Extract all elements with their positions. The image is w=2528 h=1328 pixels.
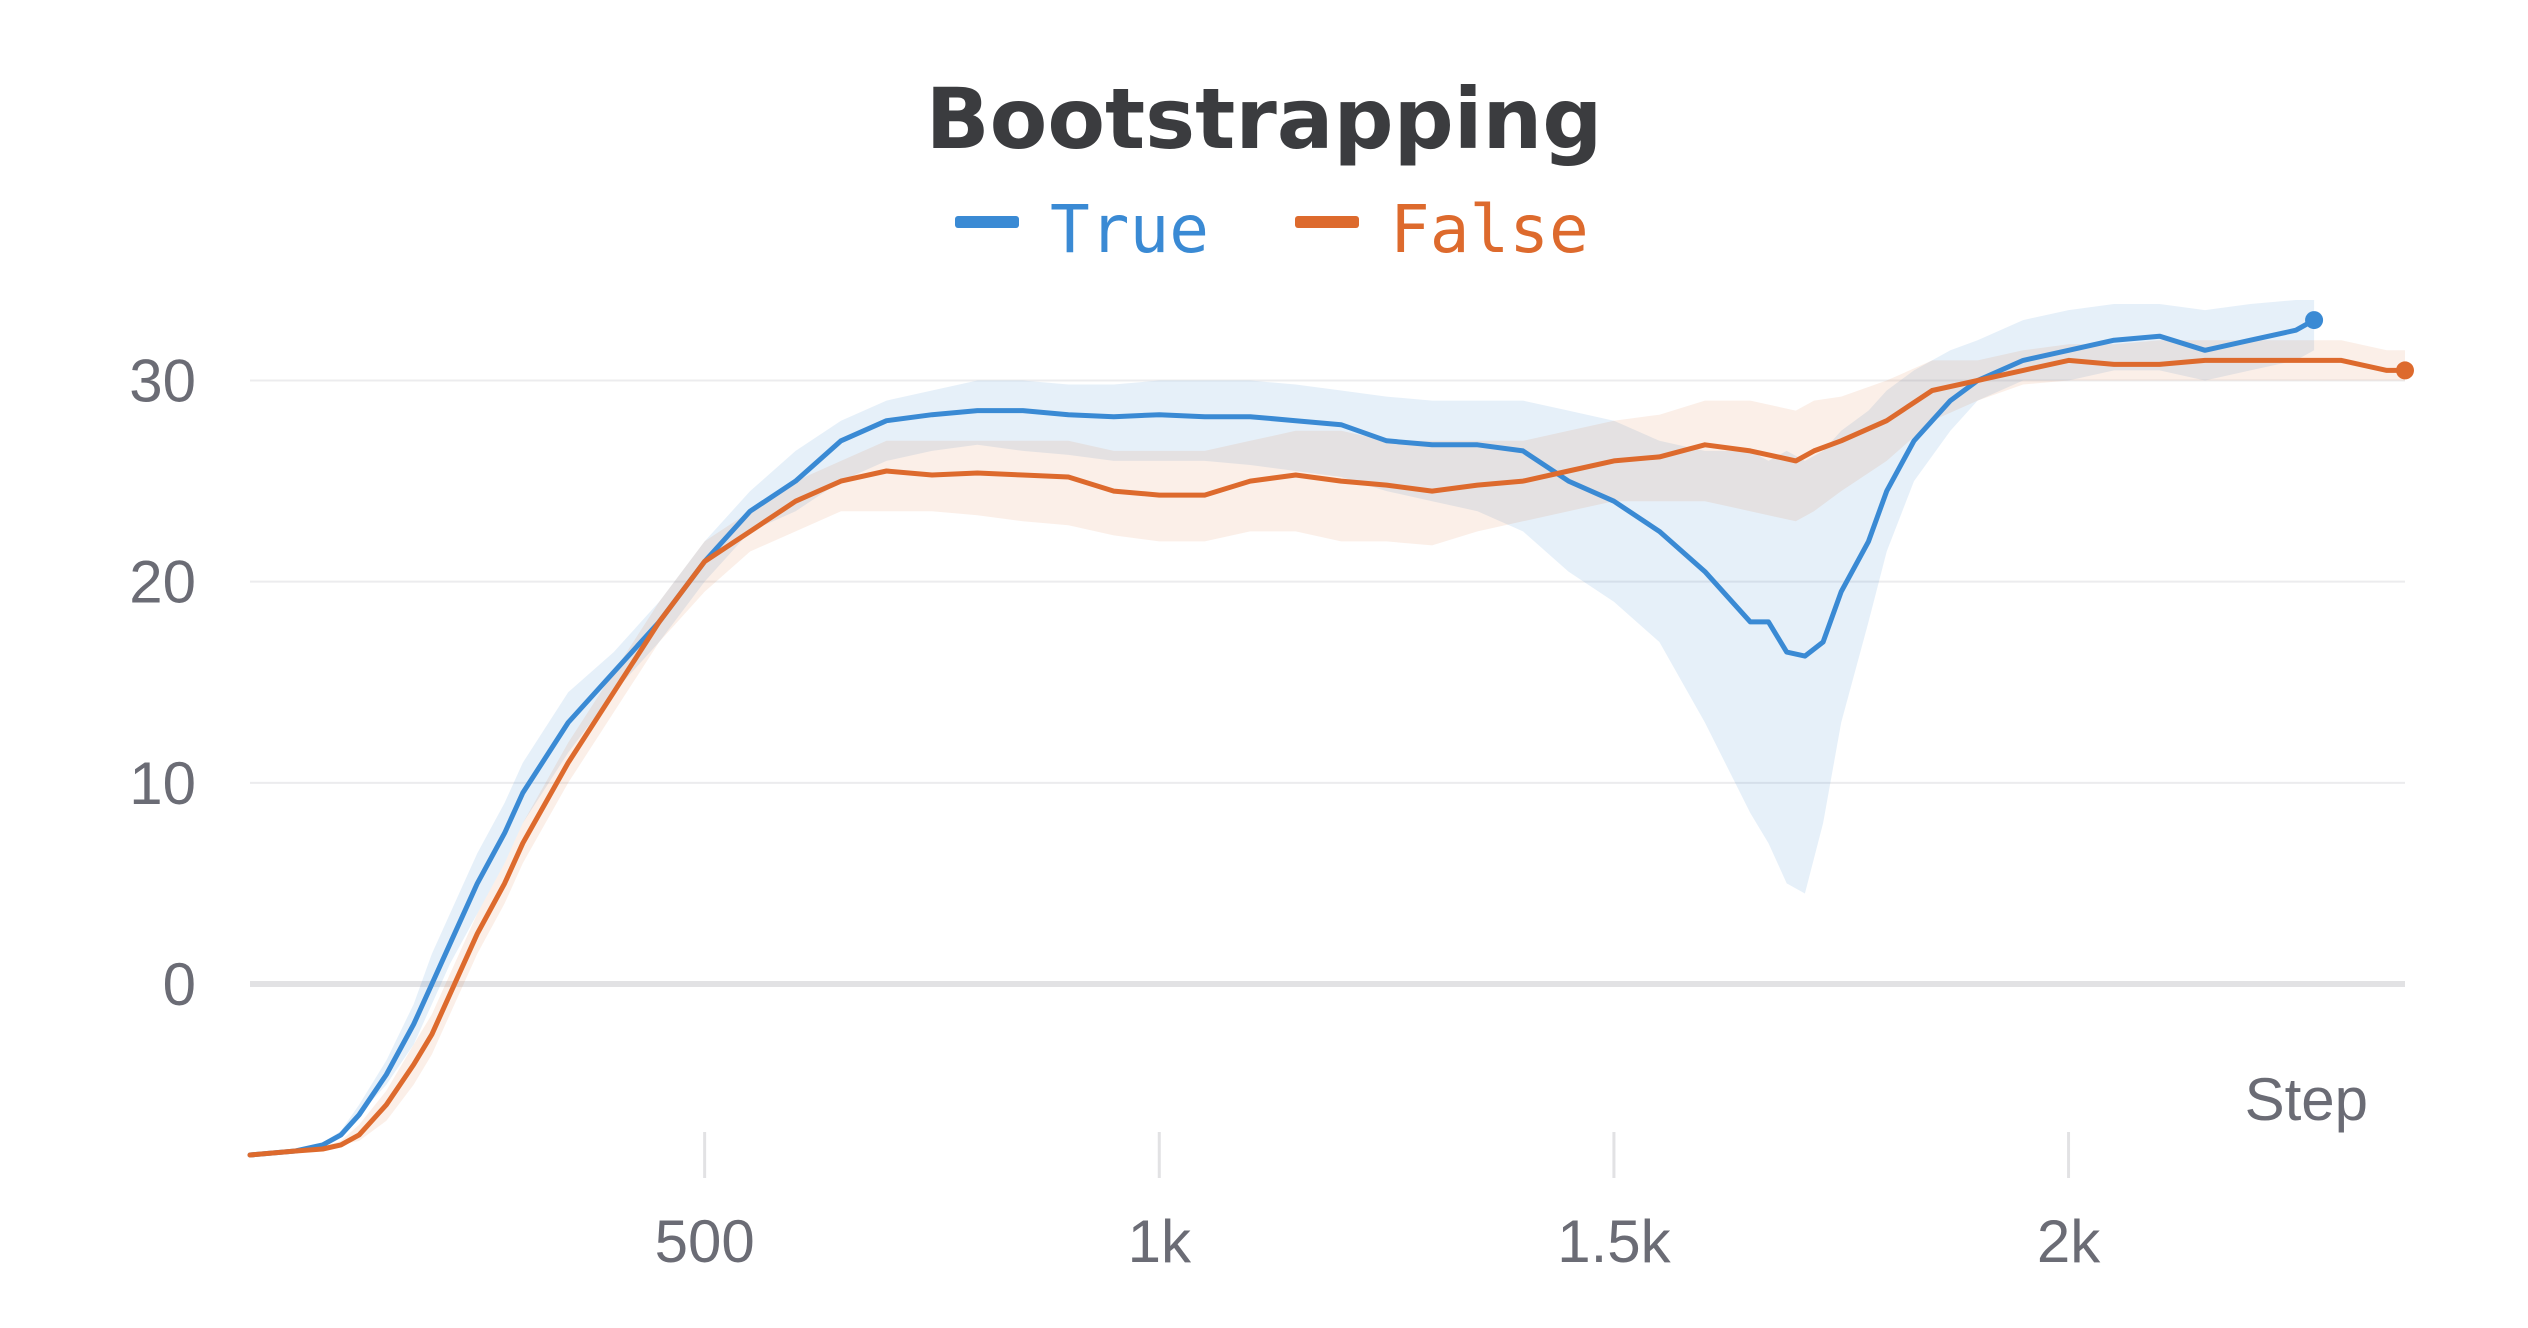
x-tick-label-1: 1k bbox=[1128, 1208, 1192, 1275]
x-tick-label-0: 500 bbox=[655, 1208, 755, 1275]
legend-swatch-false bbox=[1295, 216, 1359, 228]
legend-item-false[interactable]: False bbox=[1295, 191, 1589, 268]
chart-title: Bootstrapping bbox=[926, 70, 1603, 168]
y-tick-label-0: 0 bbox=[163, 951, 196, 1018]
series-endpoints bbox=[2305, 311, 2414, 380]
confidence-bands bbox=[250, 300, 2405, 1155]
legend-item-true[interactable]: True bbox=[955, 191, 1209, 268]
legend-label-false: False bbox=[1390, 191, 1589, 268]
x-axis-label: Step bbox=[2245, 1066, 2368, 1133]
x-tick-label-3: 2k bbox=[2037, 1208, 2101, 1275]
legend-label-true: True bbox=[1050, 191, 1209, 268]
line-false[interactable] bbox=[247, 357, 2408, 1158]
gridlines bbox=[250, 379, 2405, 987]
line-true[interactable] bbox=[247, 317, 2317, 1158]
y-tick-label-3: 30 bbox=[129, 347, 196, 414]
x-tick-label-2: 1.5k bbox=[1557, 1208, 1671, 1275]
band-false bbox=[250, 340, 2405, 1155]
y-axis-ticks: 0 10 20 30 bbox=[129, 347, 196, 1018]
y-tick-label-2: 20 bbox=[129, 549, 196, 616]
endpoint-true bbox=[2305, 311, 2324, 330]
x-axis-ticks: 500 1k 1.5k 2k bbox=[655, 1132, 2101, 1275]
legend-swatch-true bbox=[955, 216, 1019, 228]
series-lines bbox=[247, 317, 2408, 1158]
legend: True False bbox=[955, 191, 1589, 268]
endpoint-false bbox=[2396, 361, 2414, 380]
band-true bbox=[250, 300, 2315, 1155]
y-tick-label-1: 10 bbox=[129, 750, 196, 817]
